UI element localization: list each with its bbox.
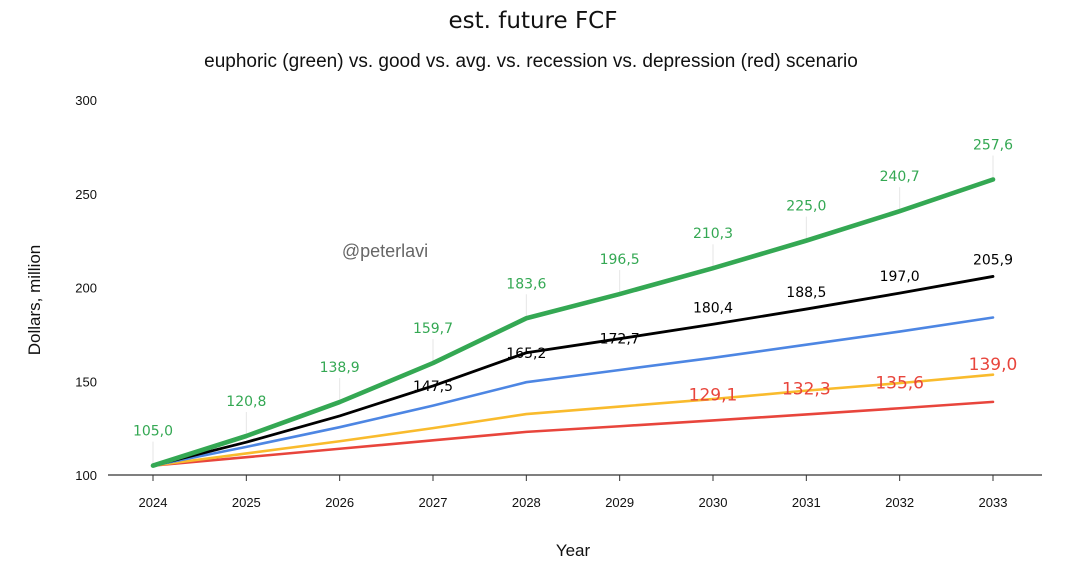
- data-label-red: 139,0: [969, 355, 1018, 375]
- x-axis-label: Year: [556, 541, 591, 560]
- x-tick-label: 2030: [699, 495, 728, 510]
- data-label-black: 147,5: [413, 379, 453, 395]
- series-line-black: [151, 275, 995, 468]
- data-label-red: 132,3: [782, 379, 831, 399]
- series-line-yellow: [151, 373, 995, 467]
- data-label-black: 205,9: [973, 252, 1013, 268]
- data-label-green: 105,0: [133, 424, 173, 440]
- y-tick-label: 300: [75, 93, 97, 108]
- data-label-green: 159,7: [413, 321, 453, 337]
- y-axis-label: Dollars, million: [25, 245, 44, 356]
- watermark-text: @peterlavi: [342, 241, 428, 261]
- x-tick-label: 2025: [232, 495, 261, 510]
- data-label-green: 225,0: [786, 199, 826, 215]
- series-lines: [150, 177, 996, 468]
- series-line-blue: [151, 316, 995, 467]
- axes: 100 150 200 250 300 2024 2025 2026 2027 2028 2029 2…: [75, 93, 1042, 510]
- chart-subtitle: euphoric (green) vs. good vs. avg. vs. r…: [204, 51, 858, 72]
- x-tick-label: 2029: [605, 495, 634, 510]
- data-labels: 129,1 132,3 135,6 139,0 147,5 165,2 172,7 180,4…: [133, 138, 1017, 440]
- x-tick-label: 2024: [139, 495, 168, 510]
- y-tick-label: 250: [75, 187, 97, 202]
- data-label-green: 257,6: [973, 138, 1013, 154]
- y-tick-label: 200: [75, 281, 97, 296]
- data-label-green: 240,7: [880, 169, 920, 185]
- data-label-green: 210,3: [693, 226, 733, 242]
- series-line-red: [151, 400, 995, 467]
- x-tick-label: 2033: [979, 495, 1008, 510]
- data-label-black: 165,2: [506, 346, 546, 362]
- x-tick-label: 2026: [325, 495, 354, 510]
- data-label-green: 138,9: [320, 360, 360, 376]
- x-tick-label: 2028: [512, 495, 541, 510]
- data-label-green: 196,5: [600, 252, 640, 268]
- y-tick-label: 100: [75, 468, 97, 483]
- x-tick-label: 2027: [419, 495, 448, 510]
- x-tick-label: 2032: [885, 495, 914, 510]
- data-label-green: 183,6: [506, 276, 546, 292]
- data-label-black: 180,4: [693, 300, 733, 316]
- data-label-red: 135,6: [875, 373, 924, 393]
- data-label-green: 120,8: [226, 394, 266, 410]
- label-leaders: [152, 155, 994, 466]
- data-label-black: 197,0: [880, 269, 920, 285]
- data-label-black: 188,5: [786, 285, 826, 301]
- chart-title: est. future FCF: [449, 8, 618, 34]
- data-label-red: 129,1: [689, 385, 738, 405]
- y-tick-label: 150: [75, 374, 97, 389]
- series-line-green: [150, 177, 996, 468]
- data-label-black: 172,7: [600, 332, 640, 348]
- x-tick-label: 2031: [792, 495, 821, 510]
